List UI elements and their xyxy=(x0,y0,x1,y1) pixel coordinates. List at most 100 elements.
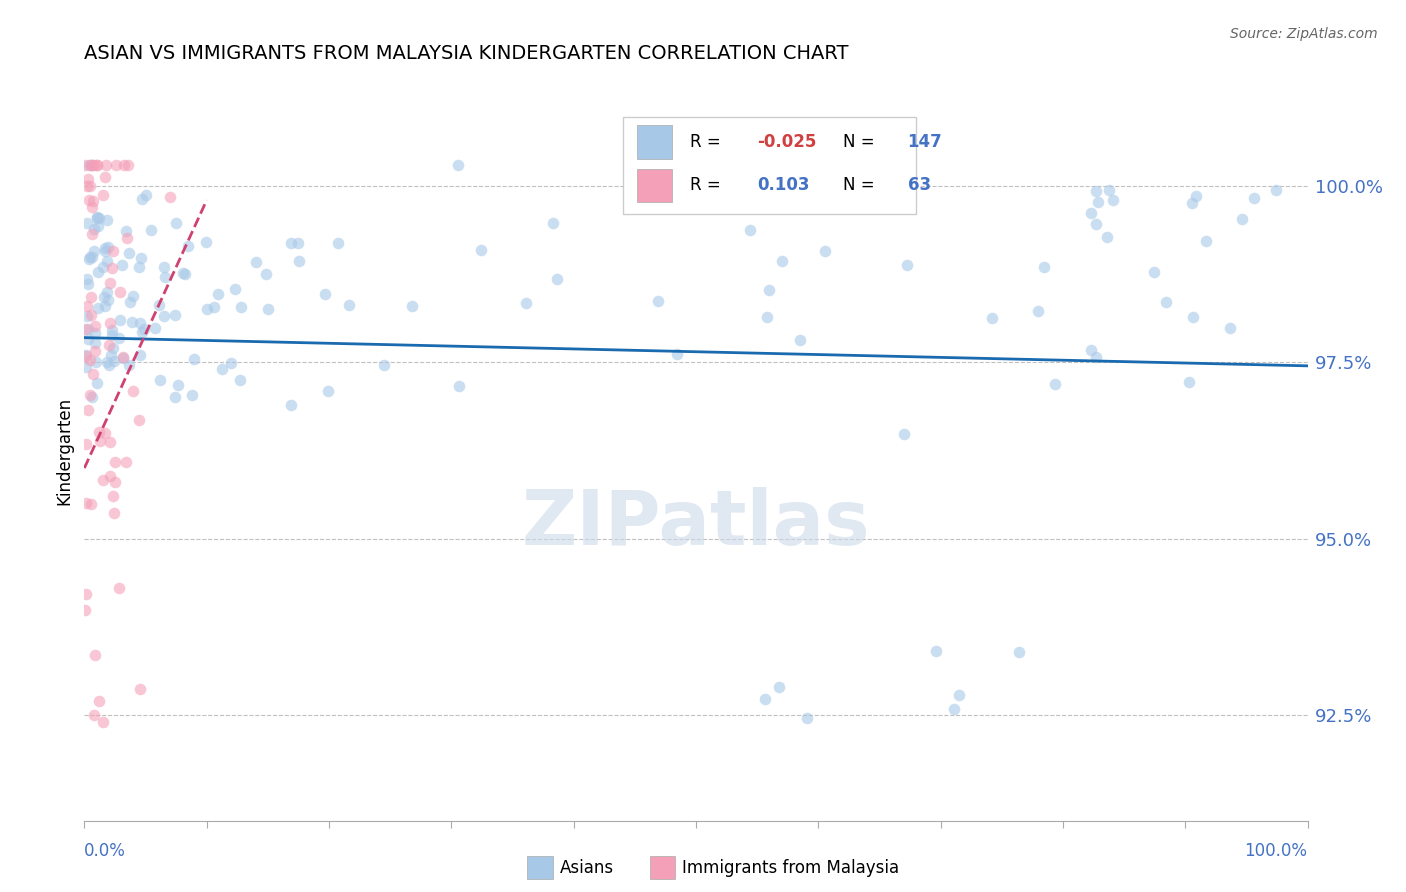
Point xyxy=(75,158,97,172)
Point xyxy=(167,378,190,392)
Point xyxy=(129,347,152,361)
Point xyxy=(79,387,101,401)
Point xyxy=(143,320,166,334)
Point xyxy=(546,272,568,286)
Point xyxy=(84,319,107,334)
Point xyxy=(93,244,115,258)
Point xyxy=(112,351,135,365)
Point xyxy=(893,426,915,441)
Point xyxy=(98,434,121,449)
Point xyxy=(1028,304,1050,318)
Point xyxy=(79,158,101,172)
Point xyxy=(80,227,103,241)
Point xyxy=(75,586,97,600)
Point xyxy=(93,290,115,304)
Point xyxy=(100,328,122,343)
Text: ASIAN VS IMMIGRANTS FROM MALAYSIA KINDERGARTEN CORRELATION CHART: ASIAN VS IMMIGRANTS FROM MALAYSIA KINDER… xyxy=(84,45,849,63)
Point xyxy=(107,581,129,595)
Point xyxy=(80,250,103,264)
Point xyxy=(135,188,157,202)
Point xyxy=(91,260,114,274)
Point xyxy=(87,211,110,226)
FancyBboxPatch shape xyxy=(637,169,672,202)
Point xyxy=(195,235,218,249)
Point xyxy=(114,455,136,469)
Point xyxy=(77,277,100,292)
Point xyxy=(401,300,423,314)
Point xyxy=(80,497,103,511)
Point xyxy=(84,355,107,369)
Point xyxy=(149,373,172,387)
Point xyxy=(75,349,97,363)
Point xyxy=(231,300,253,314)
Point xyxy=(87,265,110,279)
Point xyxy=(1033,260,1056,274)
Point xyxy=(257,301,280,316)
Point xyxy=(211,362,233,376)
Point xyxy=(86,219,108,233)
Point xyxy=(165,216,187,230)
Point xyxy=(76,299,98,313)
Point xyxy=(77,172,100,186)
Text: Immigrants from Malaysia: Immigrants from Malaysia xyxy=(682,859,898,877)
Text: 147: 147 xyxy=(908,133,942,151)
Point xyxy=(75,496,97,510)
Point xyxy=(666,347,689,361)
Point xyxy=(101,244,124,258)
Point xyxy=(470,243,492,257)
Point xyxy=(768,680,790,694)
Point xyxy=(1181,195,1204,210)
Point xyxy=(174,267,197,281)
Point xyxy=(108,312,131,326)
Point xyxy=(172,267,194,281)
Point xyxy=(1264,183,1286,197)
Point xyxy=(79,179,101,194)
Point xyxy=(77,158,100,172)
Point xyxy=(87,694,110,708)
Point xyxy=(77,332,100,346)
Point xyxy=(121,288,143,302)
Point xyxy=(1087,194,1109,209)
Point xyxy=(148,297,170,311)
Point xyxy=(84,648,107,662)
Point xyxy=(86,210,108,224)
Point xyxy=(94,299,117,313)
Point xyxy=(91,714,114,729)
Point xyxy=(245,255,267,269)
Point xyxy=(94,241,117,255)
Point xyxy=(177,238,200,252)
Point xyxy=(280,398,302,412)
Text: -0.025: -0.025 xyxy=(758,133,817,151)
Point xyxy=(89,434,111,449)
Text: 63: 63 xyxy=(908,177,931,194)
Point xyxy=(108,331,131,345)
Point xyxy=(79,353,101,368)
Point xyxy=(96,285,118,299)
Point xyxy=(115,230,138,244)
Point xyxy=(82,367,104,381)
Point xyxy=(83,344,105,359)
Point xyxy=(447,378,470,392)
Point xyxy=(97,337,120,351)
Point xyxy=(740,223,762,237)
Point xyxy=(1080,206,1102,220)
Point xyxy=(77,193,100,207)
Point xyxy=(103,506,125,520)
Point xyxy=(73,322,96,336)
FancyBboxPatch shape xyxy=(623,118,917,213)
Point xyxy=(1182,310,1205,324)
Point xyxy=(1178,375,1201,389)
Point xyxy=(758,283,780,297)
Point xyxy=(83,222,105,236)
Point xyxy=(153,270,176,285)
Point xyxy=(163,390,186,404)
Point xyxy=(181,388,204,402)
Point xyxy=(76,217,98,231)
Point xyxy=(948,688,970,702)
Point xyxy=(1008,644,1031,658)
Point xyxy=(129,316,152,330)
Point xyxy=(86,211,108,225)
Point xyxy=(202,300,225,314)
Point xyxy=(229,373,252,387)
Point xyxy=(163,309,186,323)
